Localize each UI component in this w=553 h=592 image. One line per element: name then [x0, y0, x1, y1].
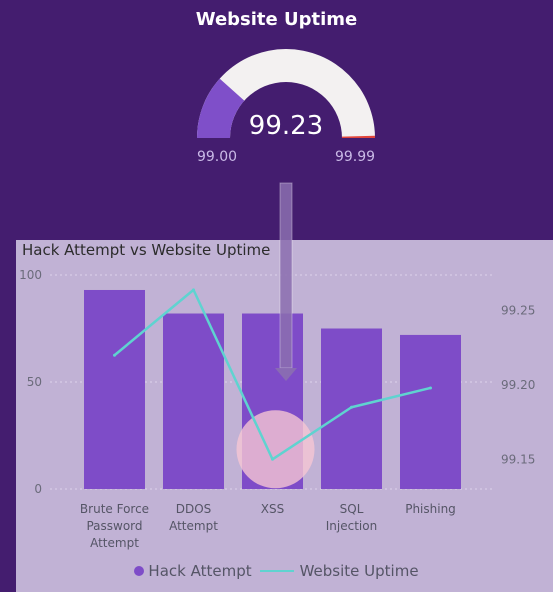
uptime-point[interactable] [271, 458, 274, 461]
y-left-tick-label: 100 [19, 268, 42, 282]
legend-label-hack-attempt: Hack Attempt [148, 562, 251, 580]
uptime-point[interactable] [350, 406, 353, 409]
highlight-circle [237, 410, 315, 488]
x-category-label: Password [86, 519, 142, 533]
annotation-arrow-shaft [280, 183, 292, 368]
x-category-label: DDOS [176, 502, 212, 516]
y-right-tick-label: 99.25 [501, 304, 535, 318]
legend: Hack Attempt Website Uptime [0, 562, 553, 580]
x-category-label: Injection [326, 519, 377, 533]
legend-item-website-uptime[interactable]: Website Uptime [260, 562, 419, 580]
uptime-point[interactable] [113, 354, 116, 357]
y-left-tick-label: 50 [27, 375, 42, 389]
x-category-label: Attempt [90, 536, 139, 550]
legend-item-hack-attempt[interactable]: Hack Attempt [134, 562, 251, 580]
legend-line-icon [260, 570, 294, 572]
y-left-tick-label: 0 [34, 482, 42, 496]
x-category-label: Phishing [405, 502, 456, 516]
bar-hack-attempt[interactable] [84, 290, 145, 489]
x-category-label: SQL [340, 502, 364, 516]
y-right-tick-label: 99.20 [501, 378, 535, 392]
y-right-tick-label: 99.15 [501, 452, 535, 466]
uptime-point[interactable] [192, 288, 195, 291]
x-category-label: XSS [261, 502, 284, 516]
bar-hack-attempt[interactable] [400, 335, 461, 489]
uptime-point[interactable] [429, 386, 432, 389]
x-category-label: Brute Force [80, 502, 149, 516]
legend-dot-icon [134, 566, 144, 576]
bar-hack-attempt[interactable] [163, 314, 224, 489]
legend-label-website-uptime: Website Uptime [300, 562, 419, 580]
x-category-label: Attempt [169, 519, 218, 533]
